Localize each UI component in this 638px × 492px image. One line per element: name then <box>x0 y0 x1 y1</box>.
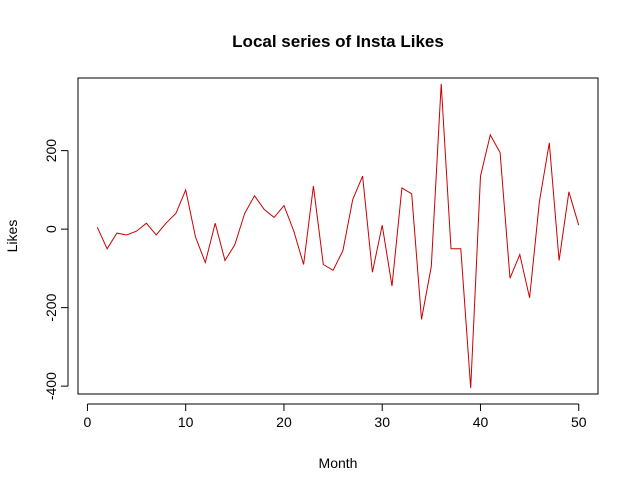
x-tick-label: 40 <box>473 414 489 430</box>
x-axis-label: Month <box>319 455 358 471</box>
x-axis: 0 10 20 30 40 50 <box>84 403 587 430</box>
y-axis: -400 -200 0 200 <box>43 139 69 400</box>
y-axis-label: Likes <box>4 220 20 253</box>
y-tick-label: -200 <box>43 293 59 321</box>
y-tick-label: 200 <box>43 139 59 163</box>
y-tick-label: -400 <box>43 372 59 400</box>
x-tick-label: 20 <box>276 414 292 430</box>
likes-series-line <box>96 83 580 389</box>
x-tick-label: 30 <box>374 414 390 430</box>
x-tick-label: 0 <box>84 414 92 430</box>
x-tick-label: 10 <box>178 414 194 430</box>
chart-title: Local series of Insta Likes <box>232 32 444 51</box>
plot-frame <box>77 77 599 395</box>
x-tick-label: 50 <box>571 414 587 430</box>
y-tick-label: 0 <box>43 225 59 233</box>
